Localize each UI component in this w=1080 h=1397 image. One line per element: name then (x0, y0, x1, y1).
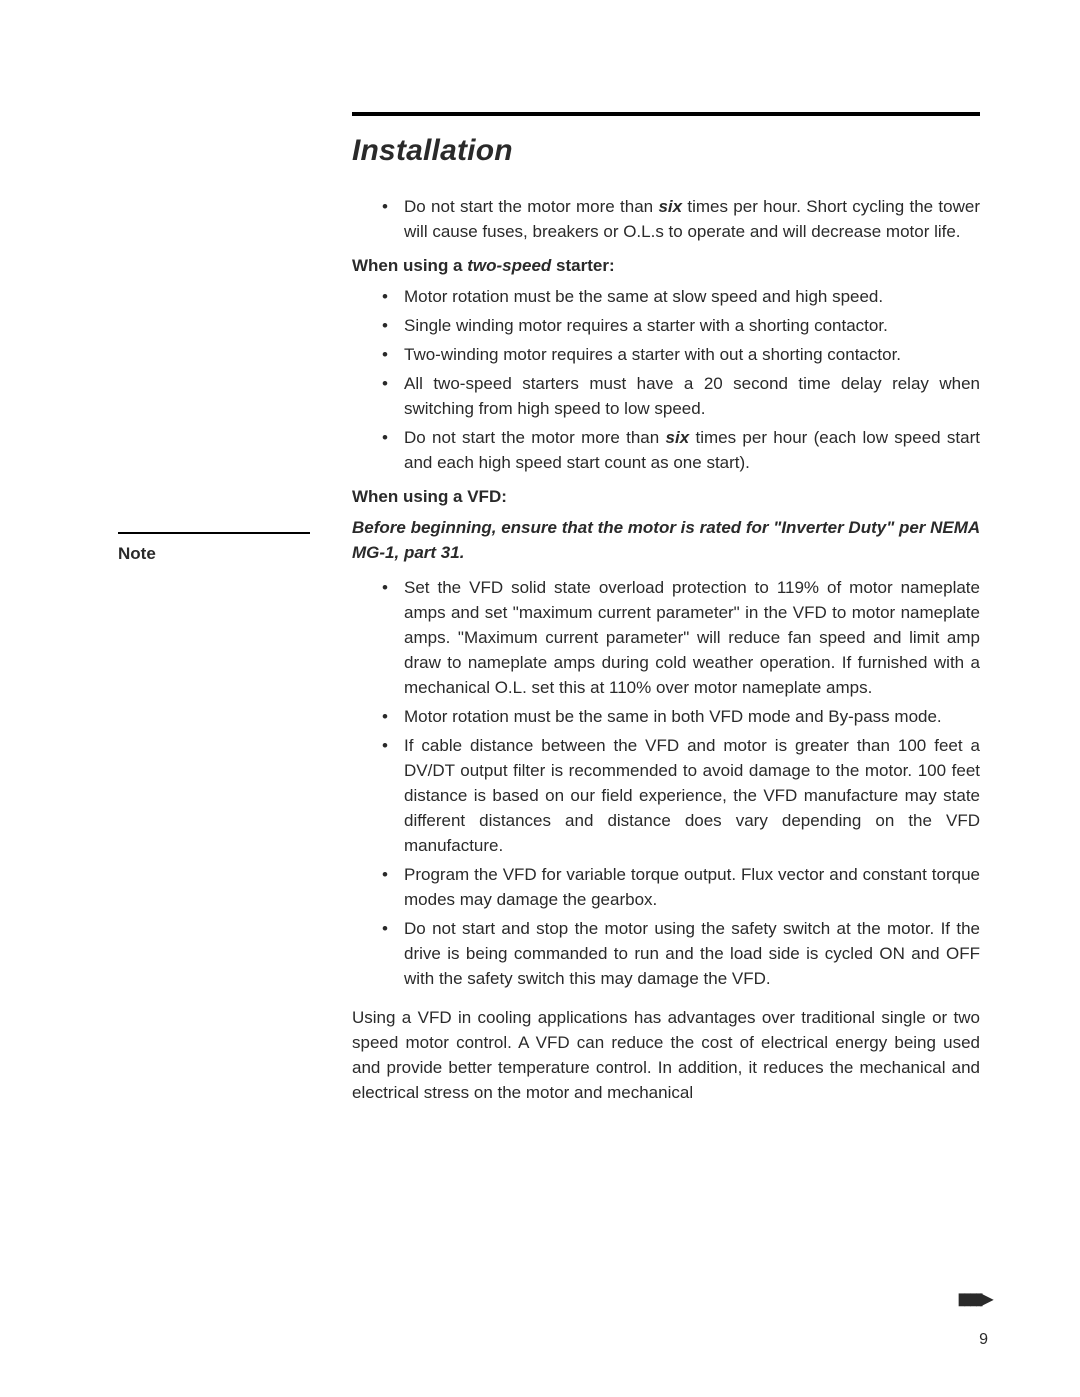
margin-note-label: Note (118, 544, 310, 564)
list-item: Program the VFD for variable torque outp… (352, 862, 980, 912)
intro-bullets: Do not start the motor more than six tim… (352, 194, 980, 244)
two-speed-heading: When using a two-speed starter: (352, 256, 980, 276)
text: Two-winding motor requires a starter wit… (404, 345, 901, 364)
page-number: 9 (979, 1331, 988, 1349)
text: Motor rotation must be the same in both … (404, 707, 942, 726)
intro-bullet: Do not start the motor more than six tim… (352, 194, 980, 244)
body-column: Do not start the motor more than six tim… (352, 194, 980, 1105)
margin-note: Note (118, 532, 310, 564)
text: Do not start the motor more than (404, 428, 666, 447)
list-item: Do not start the motor more than six tim… (352, 425, 980, 475)
text: Set the VFD solid state overload protect… (404, 578, 980, 697)
list-item: Motor rotation must be the same at slow … (352, 284, 980, 309)
vfd-heading: When using a VFD: (352, 487, 980, 507)
text: Motor rotation must be the same at slow … (404, 287, 883, 306)
list-item: Motor rotation must be the same in both … (352, 704, 980, 729)
margin-note-rule (118, 532, 310, 534)
em: six (666, 428, 690, 447)
text: Program the VFD for variable torque outp… (404, 865, 980, 909)
text: When using a (352, 256, 467, 275)
list-item: All two-speed starters must have a 20 se… (352, 371, 980, 421)
em: six (658, 197, 682, 216)
list-item: Set the VFD solid state overload protect… (352, 575, 980, 700)
closing-paragraph: Using a VFD in cooling applications has … (352, 1005, 980, 1105)
text: All two-speed starters must have a 20 se… (404, 374, 980, 418)
text: If cable distance between the VFD and mo… (404, 736, 980, 855)
text: Do not start and stop the motor using th… (404, 919, 980, 988)
two-speed-bullets: Motor rotation must be the same at slow … (352, 284, 980, 475)
em: two-speed (467, 256, 551, 275)
section-title: Installation (352, 134, 513, 168)
list-item: Two-winding motor requires a starter wit… (352, 342, 980, 367)
text: Single winding motor requires a starter … (404, 316, 888, 335)
list-item: Single winding motor requires a starter … (352, 313, 980, 338)
continue-icon: ▮▮▮▮▶ (957, 1289, 990, 1309)
vfd-bullets: Set the VFD solid state overload protect… (352, 575, 980, 991)
list-item: If cable distance between the VFD and mo… (352, 733, 980, 858)
text: starter: (551, 256, 614, 275)
top-rule (352, 112, 980, 116)
list-item: Do not start and stop the motor using th… (352, 916, 980, 991)
note-callout: Before beginning, ensure that the motor … (352, 515, 980, 565)
text: Do not start the motor more than (404, 197, 658, 216)
page: Installation Note Do not start the motor… (0, 0, 1080, 1397)
